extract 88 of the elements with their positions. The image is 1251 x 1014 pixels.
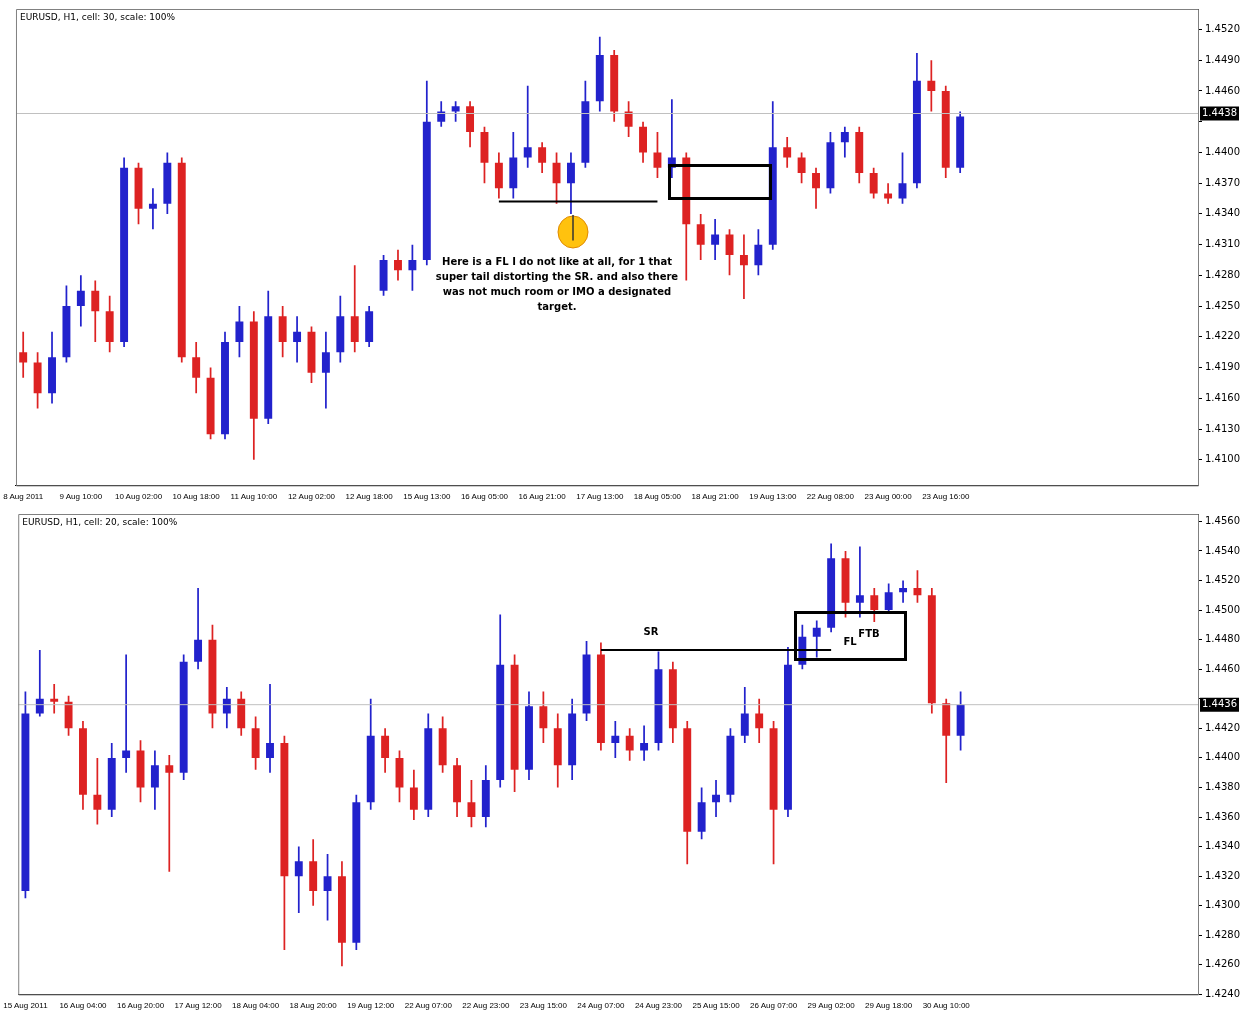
annotation: SR [643, 625, 659, 637]
x-tick-label: 8 Aug 2011 [3, 492, 44, 502]
y-tick-label: 1.4490 [1205, 53, 1241, 65]
y-tick-label: 1.4400 [1205, 146, 1241, 158]
candlestick [855, 546, 864, 618]
y-tick-label: 1.4520 [1205, 23, 1241, 35]
x-tick-label: 30 Aug 10:00 [922, 1001, 971, 1011]
candlestick [165, 754, 174, 872]
chart-title: EURUSD, H1, cell: 30, scale: 100% [19, 11, 176, 22]
candlestick [899, 580, 908, 603]
y-tick-label: 1.4260 [1205, 958, 1241, 970]
y-tick-label: 1.4100 [1205, 453, 1241, 465]
candlestick [50, 683, 59, 714]
x-tick-label: 26 Aug 07:00 [750, 1001, 798, 1011]
y-tick-label: 1.4280 [1205, 268, 1241, 280]
x-tick-label: 17 Aug 13:00 [576, 492, 624, 502]
candlestick [266, 683, 274, 773]
y-tick-label: 1.4340 [1205, 207, 1241, 219]
candlestick [122, 654, 131, 773]
y-tick-label: 1.4240 [1205, 987, 1241, 999]
chart-title: EURUSD, H1, cell: 20, scale: 100% [22, 516, 178, 527]
x-tick-label: 18 Aug 04:00 [232, 1001, 280, 1011]
annotation: FL [843, 635, 858, 647]
x-tick-label: 18 Aug 05:00 [633, 492, 682, 502]
x-tick-label: 16 Aug 05:00 [460, 492, 509, 502]
y-tick-label: 1.4480 [1205, 633, 1241, 645]
y-tick-label: 1.4130 [1205, 422, 1241, 434]
x-tick-label: 12 Aug 02:00 [287, 492, 336, 502]
y-tick-label: 1.4320 [1205, 869, 1241, 881]
x-tick-label: 23 Aug 15:00 [519, 1001, 568, 1011]
x-tick-label: 10 Aug 02:00 [114, 492, 163, 502]
y-tick-label: 1.4460 [1205, 84, 1241, 96]
y-tick-label: 1.4380 [1205, 781, 1241, 793]
y-tick-label: 1.4250 [1205, 299, 1241, 311]
candlestick [712, 780, 720, 818]
candlestick [523, 85, 532, 168]
annotation: FTB [858, 627, 880, 639]
y-tick-label: 1.4310 [1205, 238, 1241, 250]
y-tick-label: 1.4560 [1205, 514, 1241, 526]
y-tick-label: 1.4460 [1205, 662, 1241, 674]
x-tick-label: 23 Aug 00:00 [864, 492, 913, 502]
y-tick-label: 1.4340 [1205, 840, 1241, 852]
candlestick [19, 331, 28, 378]
y-tick-label: 1.4520 [1205, 574, 1241, 586]
candlestick [739, 234, 748, 299]
y-tick-label: 1.4540 [1205, 544, 1241, 556]
x-tick-label: 29 Aug 02:00 [807, 1001, 856, 1011]
candlestick [148, 188, 157, 230]
candlestick [35, 649, 44, 717]
x-tick-label: 24 Aug 07:00 [577, 1001, 626, 1011]
y-tick-label: 1.4400 [1205, 751, 1241, 763]
x-tick-label: 19 Aug 13:00 [749, 492, 797, 502]
candlestick [611, 720, 620, 758]
x-tick-label: 29 Aug 18:00 [865, 1001, 913, 1011]
y-tick-label: 1.4220 [1205, 330, 1241, 342]
x-tick-label: 24 Aug 23:00 [634, 1001, 683, 1011]
ref-line-label: 1.4438 [1202, 107, 1238, 119]
ref-line-label: 1.4436 [1202, 698, 1238, 710]
y-tick-label: 1.4420 [1205, 721, 1241, 733]
x-tick-label: 22 Aug 07:00 [404, 1001, 453, 1011]
x-tick-label: 12 Aug 18:00 [345, 492, 394, 502]
x-tick-label: 16 Aug 04:00 [59, 1001, 108, 1011]
y-tick-label: 1.4370 [1205, 176, 1241, 188]
x-tick-label: 17 Aug 12:00 [174, 1001, 223, 1011]
x-tick-label: 25 Aug 15:00 [692, 1001, 741, 1011]
y-tick-label: 1.4300 [1205, 899, 1241, 911]
y-tick-label: 1.4160 [1205, 391, 1241, 403]
x-tick-label: 22 Aug 08:00 [806, 492, 855, 502]
x-tick-label: 19 Aug 12:00 [347, 1001, 395, 1011]
x-tick-label: 15 Aug 2011 [3, 1001, 49, 1011]
x-tick-label: 22 Aug 23:00 [462, 1001, 510, 1011]
x-tick-label: 16 Aug 20:00 [116, 1001, 165, 1011]
x-tick-label: 18 Aug 21:00 [691, 492, 740, 502]
x-tick-label: 9 Aug 10:00 [59, 492, 103, 502]
y-tick-label: 1.4500 [1205, 603, 1241, 615]
candlestick [927, 60, 936, 112]
x-tick-label: 18 Aug 20:00 [289, 1001, 338, 1011]
y-tick-label: 1.4280 [1205, 928, 1241, 940]
y-tick-label: 1.4360 [1205, 810, 1241, 822]
x-tick-label: 23 Aug 16:00 [922, 492, 970, 502]
x-tick-label: 15 Aug 13:00 [403, 492, 451, 502]
y-tick-label: 1.4190 [1205, 361, 1241, 373]
candlestick [293, 316, 302, 363]
x-tick-label: 11 Aug 10:00 [230, 492, 278, 502]
annotation: Here is a FL I do not like at all, for 1 that super tail distorting the SR. and also there was not much room or IMO a designated target. [435, 255, 679, 312]
x-tick-label: 10 Aug 18:00 [172, 492, 221, 502]
candlestick [640, 725, 649, 761]
x-tick-label: 16 Aug 21:00 [518, 492, 567, 502]
